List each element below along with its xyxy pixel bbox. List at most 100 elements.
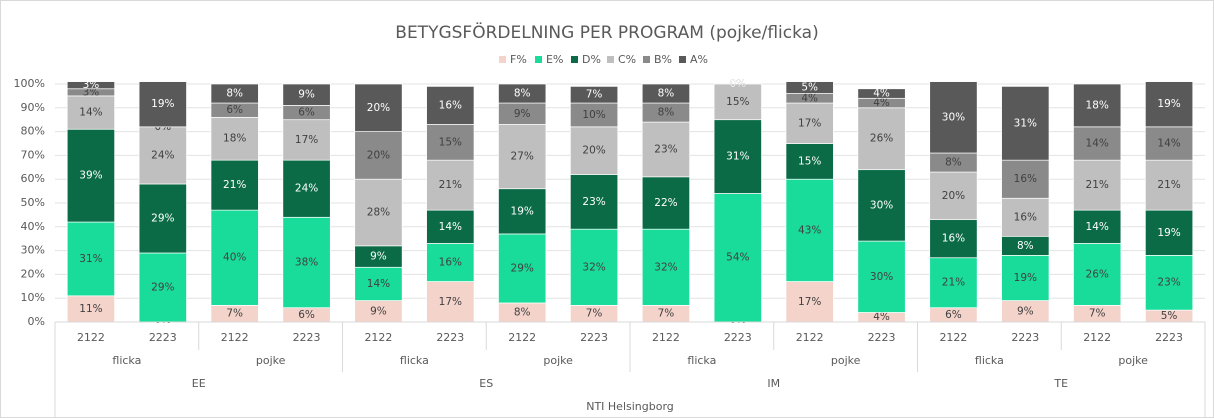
data-label: 20% — [942, 190, 965, 202]
x-tick-label: 2122 — [652, 331, 680, 344]
data-label: 6% — [945, 309, 962, 321]
data-label: 21% — [942, 277, 965, 289]
bar-segment — [282, 216, 331, 309]
data-label: 14% — [1086, 138, 1109, 150]
bar-segment — [1144, 209, 1194, 256]
bar-segment — [569, 228, 619, 306]
data-label: 20% — [367, 102, 390, 114]
data-label: 6% — [226, 104, 243, 116]
data-label: 6% — [298, 107, 315, 119]
x-tick-label: 2223 — [868, 331, 896, 344]
bar-segment — [1073, 126, 1122, 161]
data-label: 31% — [726, 151, 749, 163]
group-label: pojke — [543, 354, 573, 367]
data-label: 9% — [370, 305, 387, 317]
bar-segment — [210, 116, 259, 161]
legend-swatch — [679, 56, 686, 63]
group-label: NTI Helsingborg — [586, 400, 674, 413]
bar-segment — [785, 81, 834, 94]
group-label: ES — [479, 377, 493, 390]
data-label: 8% — [226, 88, 243, 100]
bar-segment — [857, 169, 906, 242]
data-label: 17% — [439, 296, 462, 308]
bar-segment — [138, 183, 187, 254]
data-label: 24% — [151, 149, 174, 161]
group-label: IM — [767, 377, 780, 390]
bar-segment — [498, 188, 547, 235]
data-label: 27% — [511, 151, 534, 163]
data-label: 20% — [367, 149, 390, 161]
bar-segment — [138, 252, 187, 323]
y-tick-label: 100% — [14, 77, 45, 90]
data-label: 14% — [1157, 138, 1180, 150]
data-label: 23% — [582, 196, 605, 208]
bar-segment — [929, 219, 978, 259]
data-label: 9% — [1017, 305, 1034, 317]
bar-segment — [785, 102, 834, 144]
data-label: 26% — [870, 133, 893, 145]
data-label: 40% — [223, 252, 246, 264]
bar-segment — [282, 159, 331, 218]
data-label: 8% — [1017, 240, 1034, 252]
data-label: 54% — [726, 252, 749, 264]
bar-segment — [138, 81, 187, 128]
y-tick-label: 60% — [21, 172, 45, 185]
y-tick-label: 40% — [21, 220, 45, 233]
group-label: flicka — [112, 354, 141, 367]
group-label: flicka — [400, 354, 429, 367]
data-label: 19% — [1014, 272, 1037, 284]
bar-segment — [857, 107, 906, 171]
data-label: 7% — [1089, 308, 1106, 320]
data-label: 17% — [798, 296, 821, 308]
bar-segment — [66, 128, 116, 223]
y-tick-label: 10% — [21, 291, 45, 304]
bar-segment — [569, 126, 619, 175]
data-label: 14% — [367, 278, 390, 290]
data-label: 32% — [654, 261, 677, 273]
group-label: flicka — [975, 354, 1004, 367]
x-tick-label: 2122 — [796, 331, 824, 344]
legend-swatch — [643, 56, 650, 63]
bar-segment — [1001, 197, 1050, 237]
legend-swatch — [607, 56, 614, 63]
data-label: 16% — [942, 233, 965, 245]
data-label: 4% — [873, 88, 890, 100]
data-label: 38% — [295, 257, 318, 269]
x-tick-label: 2122 — [221, 331, 249, 344]
x-tick-label: 2223 — [149, 331, 177, 344]
bar-segment — [569, 86, 619, 104]
y-tick-label: 80% — [21, 125, 45, 138]
data-label: 17% — [295, 134, 318, 146]
y-tick-label: 20% — [21, 267, 45, 280]
bar-segment — [138, 126, 187, 185]
data-label: 31% — [1014, 117, 1037, 129]
bar-segment — [713, 119, 762, 194]
bar-segment — [1144, 255, 1194, 311]
data-label: 14% — [79, 107, 102, 119]
bar-segment — [1073, 159, 1122, 211]
data-label: 5% — [801, 82, 818, 94]
data-label: 17% — [798, 117, 821, 129]
legend-label: B% — [654, 53, 672, 66]
data-label: 16% — [439, 99, 462, 111]
bar-segment — [857, 240, 906, 313]
data-label: 14% — [1086, 221, 1109, 233]
data-label: 0% — [729, 78, 746, 90]
group-label: flicka — [687, 354, 716, 367]
bar-segment — [641, 121, 691, 178]
data-label: 29% — [511, 262, 534, 274]
legend-label: C% — [618, 53, 636, 66]
data-label: 23% — [1157, 277, 1180, 289]
data-label: 26% — [1086, 268, 1109, 280]
legend-label: D% — [582, 53, 601, 66]
data-label: 3% — [83, 79, 100, 91]
legend-label: F% — [510, 53, 527, 66]
legend-label: E% — [546, 53, 563, 66]
data-label: 18% — [223, 133, 246, 145]
legend-swatch — [571, 56, 578, 63]
x-tick-label: 2223 — [293, 331, 321, 344]
data-label: 16% — [439, 257, 462, 269]
data-label: 19% — [1157, 98, 1180, 110]
bar-segment — [354, 131, 403, 180]
